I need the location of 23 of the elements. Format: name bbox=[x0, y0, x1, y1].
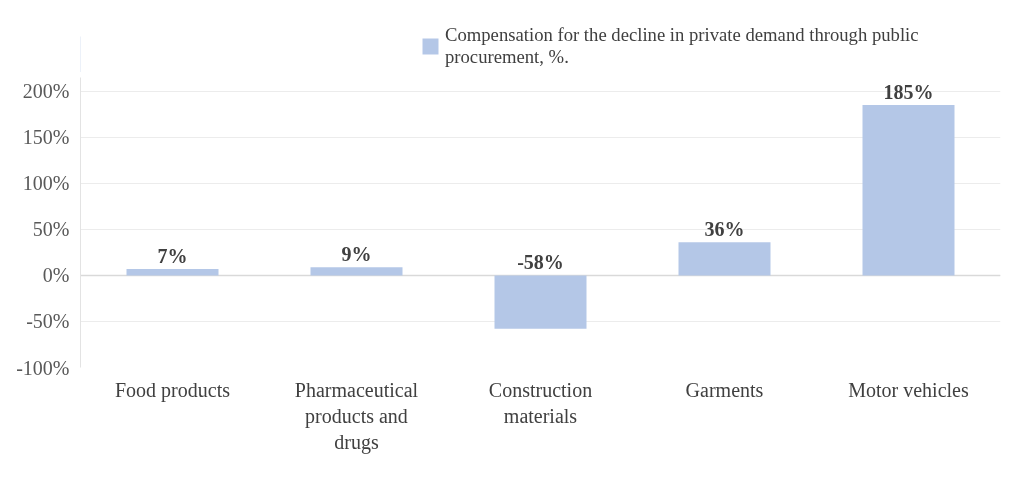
y-tick-label: 150% bbox=[22, 126, 70, 149]
legend-label: Compensation for the decline in private demand through public procurement, %. bbox=[445, 24, 919, 68]
x-tick-label: Garments bbox=[685, 378, 764, 401]
y-tick-label: -100% bbox=[16, 356, 70, 379]
x-tick-label: Pharmaceutical products and drugs bbox=[294, 378, 419, 455]
y-tick-label: -50% bbox=[26, 310, 70, 333]
bar bbox=[494, 275, 587, 329]
text: 9% bbox=[341, 243, 372, 266]
y-tick-label: 50% bbox=[32, 218, 70, 241]
text: 36% bbox=[704, 218, 745, 241]
text: 7% bbox=[157, 244, 188, 267]
bar bbox=[678, 242, 771, 276]
bar bbox=[310, 267, 403, 276]
bar bbox=[126, 268, 219, 276]
y-tick-label: 0% bbox=[42, 264, 70, 287]
text: 185% bbox=[883, 81, 934, 104]
bar bbox=[862, 105, 955, 276]
x-tick-label: Motor vehicles bbox=[848, 378, 969, 401]
text: -58% bbox=[517, 251, 564, 274]
y-tick-label: 200% bbox=[22, 80, 70, 103]
y-tick-label: 100% bbox=[22, 172, 70, 195]
x-tick-label: Construction materials bbox=[488, 378, 593, 427]
x-tick-label: Food products bbox=[115, 378, 231, 402]
